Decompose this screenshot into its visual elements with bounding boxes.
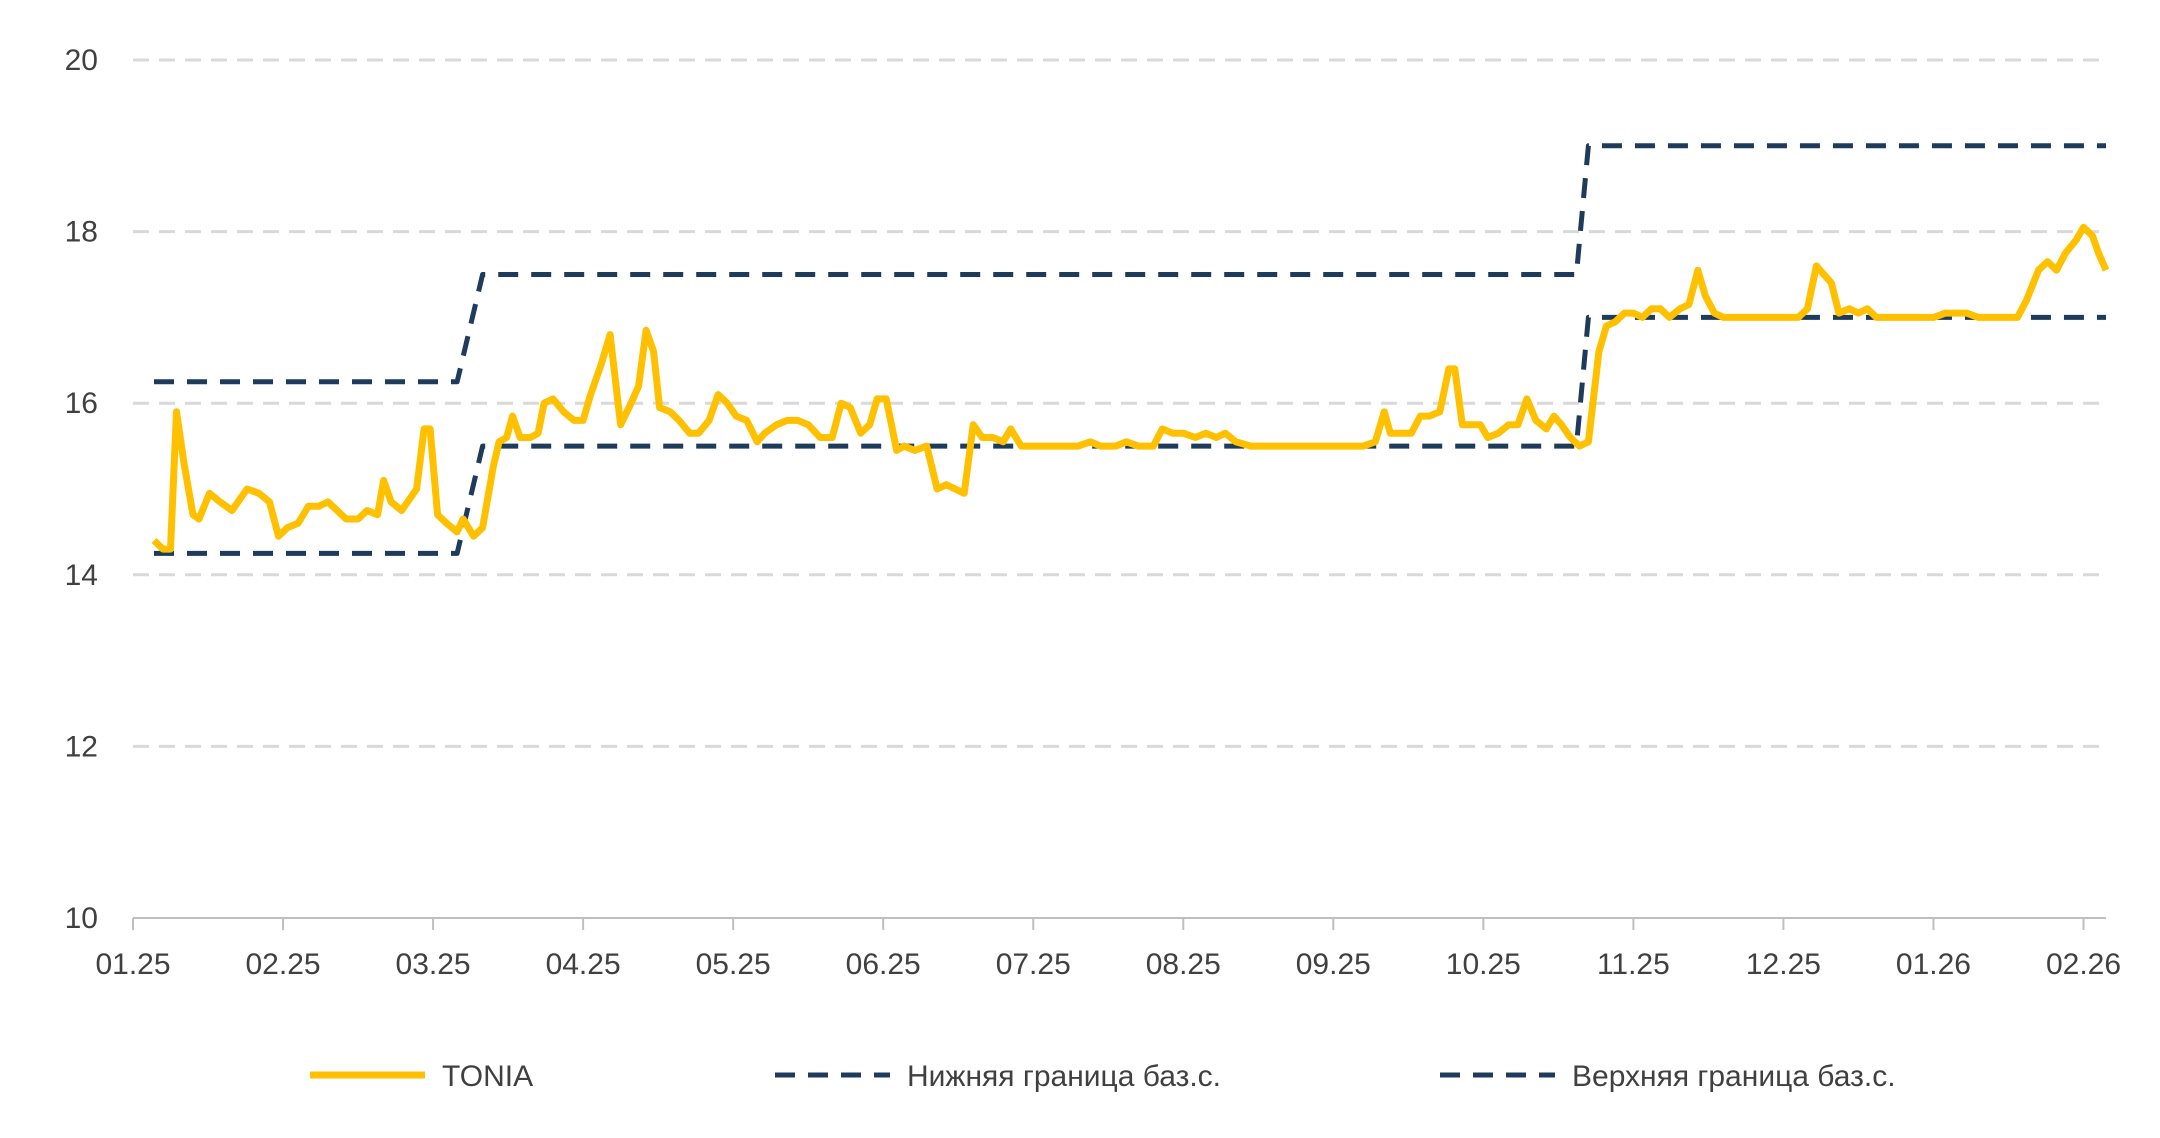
x-axis [132, 917, 2106, 930]
legend-item-upper-bound: Верхняя граница баз.с. [1440, 1060, 1896, 1093]
legend-item-lower-bound: Нижняя граница баз.с. [775, 1060, 1221, 1093]
x-axis-tick-labels: 01.25 02.25 03.25 04.25 05.25 06.25 07.25 08.25… [95, 948, 2121, 981]
x-tick-label: 06.25 [846, 948, 921, 981]
x-tick-label: 12.25 [1746, 948, 1821, 981]
legend-item-tonia: TONIA [310, 1060, 533, 1093]
legend: TONIA Нижняя граница баз.с. Верхняя границ… [310, 1060, 1896, 1093]
x-tick-label: 10.25 [1446, 948, 1521, 981]
x-tick-label: 11.25 [1597, 948, 1670, 981]
x-tick-label: 01.25 [95, 948, 170, 981]
x-tick-label: 01.26 [1896, 948, 1971, 981]
y-tick-label: 12 [65, 730, 98, 763]
x-tick-label: 03.25 [396, 948, 471, 981]
y-tick-label: 14 [65, 559, 98, 592]
x-tick-label: 09.25 [1296, 948, 1371, 981]
y-axis-tick-labels: 10 12 14 16 18 20 [65, 44, 98, 935]
x-tick-label: 02.26 [2046, 948, 2121, 981]
legend-label: Верхняя граница баз.с. [1572, 1060, 1896, 1093]
y-tick-label: 20 [65, 44, 98, 77]
y-tick-label: 18 [65, 216, 98, 249]
x-tick-label: 04.25 [546, 948, 621, 981]
x-tick-label: 02.25 [245, 948, 320, 981]
legend-label: TONIA [442, 1060, 533, 1093]
legend-label: Нижняя граница баз.с. [907, 1060, 1221, 1093]
gridlines [133, 58, 2106, 748]
series-line-lower-bound [154, 314, 2106, 556]
series-line-upper-bound [154, 143, 2106, 385]
y-tick-label: 10 [65, 902, 98, 935]
series-lines [151, 143, 2110, 556]
series-line-tonia [151, 223, 2110, 553]
y-tick-label: 16 [65, 387, 98, 420]
x-tick-label: 07.25 [996, 948, 1071, 981]
x-tick-label: 08.25 [1146, 948, 1221, 981]
x-tick-label: 05.25 [696, 948, 771, 981]
